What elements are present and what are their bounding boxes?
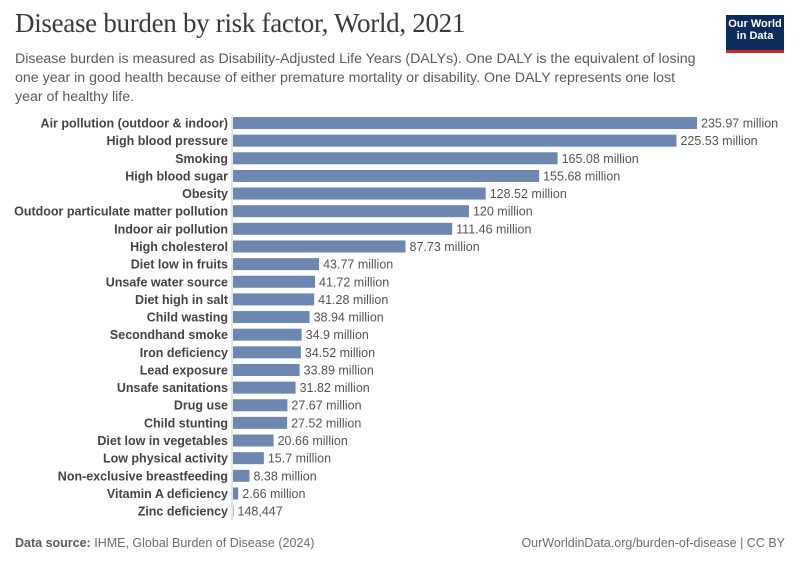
data-label: 20.66 million	[278, 434, 348, 448]
category-label: Vitamin A deficiency	[107, 487, 228, 501]
data-label: 41.72 million	[319, 275, 389, 289]
data-label: 235.97 million	[701, 117, 778, 131]
category-label: Lead exposure	[140, 363, 228, 377]
chart-title: Disease burden by risk factor, World, 20…	[15, 8, 466, 38]
category-label: Diet low in vegetables	[97, 434, 228, 448]
logo-line2: in Data	[736, 30, 774, 42]
chart-subtitle: Disease burden is measured as Disability…	[15, 51, 696, 105]
category-label: Non-exclusive breastfeeding	[58, 469, 228, 483]
bar[interactable]	[233, 205, 469, 218]
data-label: 33.89 million	[304, 363, 374, 377]
data-label: 111.46 million	[456, 222, 531, 236]
bar[interactable]	[233, 399, 288, 412]
bar[interactable]	[233, 187, 486, 200]
category-label: Unsafe sanitations	[117, 381, 228, 395]
bar[interactable]	[233, 240, 406, 253]
data-label: 148,447	[238, 505, 283, 519]
data-source: Data source: IHME, Global Burden of Dise…	[15, 536, 314, 550]
bar[interactable]	[233, 258, 320, 271]
data-label: 34.9 million	[306, 328, 369, 342]
bar[interactable]	[233, 346, 301, 359]
category-label: Indoor air pollution	[114, 222, 228, 236]
bar[interactable]	[233, 434, 274, 447]
category-label: High blood pressure	[106, 134, 228, 148]
category-label: Smoking	[175, 152, 228, 166]
category-label: Low physical activity	[103, 452, 228, 466]
data-label: 15.7 million	[268, 452, 331, 466]
data-label: 128.52 million	[490, 187, 567, 201]
data-label: 8.38 million	[253, 469, 316, 483]
bar[interactable]	[233, 134, 677, 147]
category-label: Air pollution (outdoor & indoor)	[41, 117, 228, 131]
data-label: 38.94 million	[314, 311, 384, 325]
category-label: Unsafe water source	[106, 275, 228, 289]
data-label: 165.08 million	[562, 152, 639, 166]
bar[interactable]	[233, 452, 264, 465]
source-text[interactable]: IHME, Global Burden of Disease (2024)	[94, 536, 315, 550]
category-label: Diet low in fruits	[131, 258, 228, 272]
category-label: Iron deficiency	[140, 346, 228, 360]
category-label: Outdoor particulate matter pollution	[14, 205, 228, 219]
bar[interactable]	[233, 363, 300, 376]
bar[interactable]	[233, 328, 302, 341]
category-label: High blood sugar	[125, 169, 228, 183]
source-label: Data source:	[15, 536, 91, 550]
data-label: 87.73 million	[410, 240, 480, 254]
data-label: 2.66 million	[242, 487, 305, 501]
bar[interactable]	[233, 381, 296, 394]
category-label: Diet high in salt	[135, 293, 229, 307]
bar[interactable]	[233, 311, 310, 324]
bar[interactable]	[233, 169, 540, 182]
logo-line1: Our World	[728, 18, 782, 30]
category-label: Zinc deficiency	[138, 505, 228, 519]
bar[interactable]	[233, 222, 453, 235]
bar[interactable]	[233, 293, 315, 306]
category-label: Drug use	[174, 399, 228, 413]
data-label: 31.82 million	[300, 381, 370, 395]
category-label: Secondhand smoke	[110, 328, 228, 342]
bar[interactable]	[233, 152, 558, 165]
bar[interactable]	[233, 416, 288, 429]
category-label: Child wasting	[147, 311, 228, 325]
data-label: 27.67 million	[291, 399, 361, 413]
data-label: 34.52 million	[305, 346, 375, 360]
footer-url[interactable]: OurWorldinData.org/burden-of-disease | C…	[521, 536, 785, 550]
data-label: 120 million	[473, 205, 533, 219]
category-label: Obesity	[182, 187, 228, 201]
data-label: 43.77 million	[323, 258, 393, 272]
bar[interactable]	[233, 505, 234, 518]
data-label: 155.68 million	[543, 169, 620, 183]
bar[interactable]	[233, 487, 239, 500]
bar[interactable]	[233, 117, 697, 129]
bar-chart: Air pollution (outdoor & indoor) 235.97 m…	[14, 114, 778, 521]
bar[interactable]	[233, 275, 316, 288]
data-label: 27.52 million	[291, 416, 361, 430]
data-label: 225.53 million	[680, 134, 757, 148]
data-label: 41.28 million	[318, 293, 388, 307]
category-label: High cholesterol	[130, 240, 228, 254]
owid-logo[interactable]: Our World in Data	[726, 15, 784, 53]
category-label: Child stunting	[144, 416, 228, 430]
bar[interactable]	[233, 469, 250, 482]
